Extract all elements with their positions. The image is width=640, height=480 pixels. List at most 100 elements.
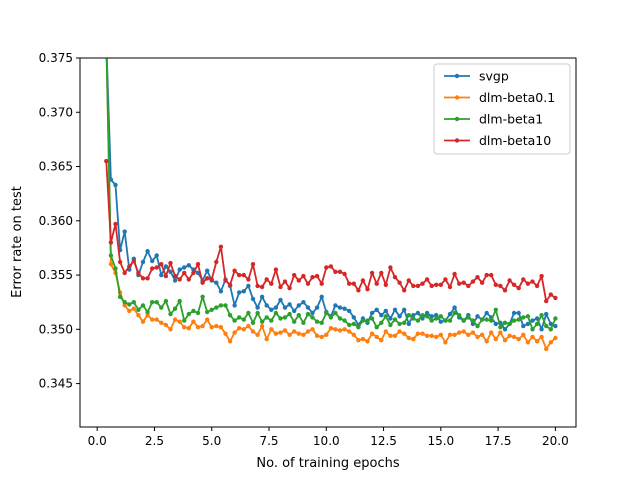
data-point [140,303,146,308]
data-point [282,315,288,320]
data-point [246,283,251,289]
legend-label-svgp: svgp [479,69,509,84]
x-tick-label: 20.0 [542,434,569,448]
data-point [209,277,214,282]
data-point [200,323,205,329]
legend-label-dlm-beta10: dlm-beta10 [479,133,551,148]
data-point [218,325,224,330]
legend-label-dlm-beta0.1: dlm-beta0.1 [479,90,555,105]
x-tick-label: 12.5 [370,434,397,448]
data-point [278,297,283,303]
data-point [429,314,434,319]
data-point [168,311,173,317]
data-point [429,333,434,338]
data-point [237,315,242,320]
data-point [122,303,127,308]
data-point [223,278,228,283]
data-point [420,313,425,318]
series-dlm-beta1 [105,58,558,332]
data-point [351,281,356,286]
data-point [402,288,407,293]
data-point [402,307,407,312]
data-point [347,329,352,334]
data-point [424,333,430,338]
data-point [406,321,411,327]
data-point [191,270,196,276]
data-point [131,300,136,305]
data-point [365,287,370,292]
data-point [259,319,265,324]
data-point [502,338,508,343]
data-point [530,318,535,323]
data-point [159,262,164,267]
data-point [301,320,306,325]
data-point [241,272,246,278]
data-point [282,305,288,310]
data-point [539,327,544,332]
data-point [140,259,146,265]
data-point [351,332,356,337]
data-point [452,271,457,277]
data-point [342,306,347,311]
data-point [525,340,531,345]
data-point [470,330,476,335]
data-point [457,313,462,318]
data-point [434,316,439,321]
data-point [108,240,114,245]
data-point [159,320,164,325]
data-point [269,318,274,323]
data-point [186,277,191,282]
data-point [113,266,118,271]
data-point [223,331,228,336]
data-point [223,303,228,308]
data-point [232,268,237,273]
data-point [200,294,205,299]
data-point [457,281,462,286]
data-point [415,331,421,336]
data-point [502,320,508,325]
data-point [177,298,182,304]
data-point [493,282,498,287]
data-point [475,275,480,280]
data-point [521,277,526,282]
data-point [305,329,311,334]
data-point [122,270,127,276]
data-point [420,331,425,336]
data-point [525,281,531,286]
data-point [319,320,324,325]
data-point [516,310,521,316]
data-point [484,272,489,278]
data-point [438,282,443,287]
data-point [278,330,283,335]
data-point [113,182,118,188]
data-point [511,310,517,316]
y-tick-label: 0.375 [39,51,73,65]
data-point [392,307,398,312]
data-point [489,330,494,335]
data-point [287,285,292,291]
legend-marker-dlm-beta1 [454,116,460,122]
data-point [553,316,558,321]
data-point [269,327,274,332]
data-point [360,318,366,323]
data-point [205,276,210,281]
data-point [172,278,178,283]
data-point [379,270,384,276]
axes-frame [79,57,577,428]
data-point [273,267,279,272]
data-point [314,305,320,310]
data-point [282,328,288,333]
data-point [214,259,219,265]
data-point [415,318,421,323]
data-point [292,319,297,324]
data-point [447,332,453,337]
data-point [310,275,315,280]
data-point [287,311,292,317]
data-point [479,317,485,322]
data-point [246,310,251,316]
data-point [186,326,191,331]
data-point [411,313,416,318]
data-point [287,302,292,307]
data-point [530,334,535,340]
data-point [388,333,393,338]
